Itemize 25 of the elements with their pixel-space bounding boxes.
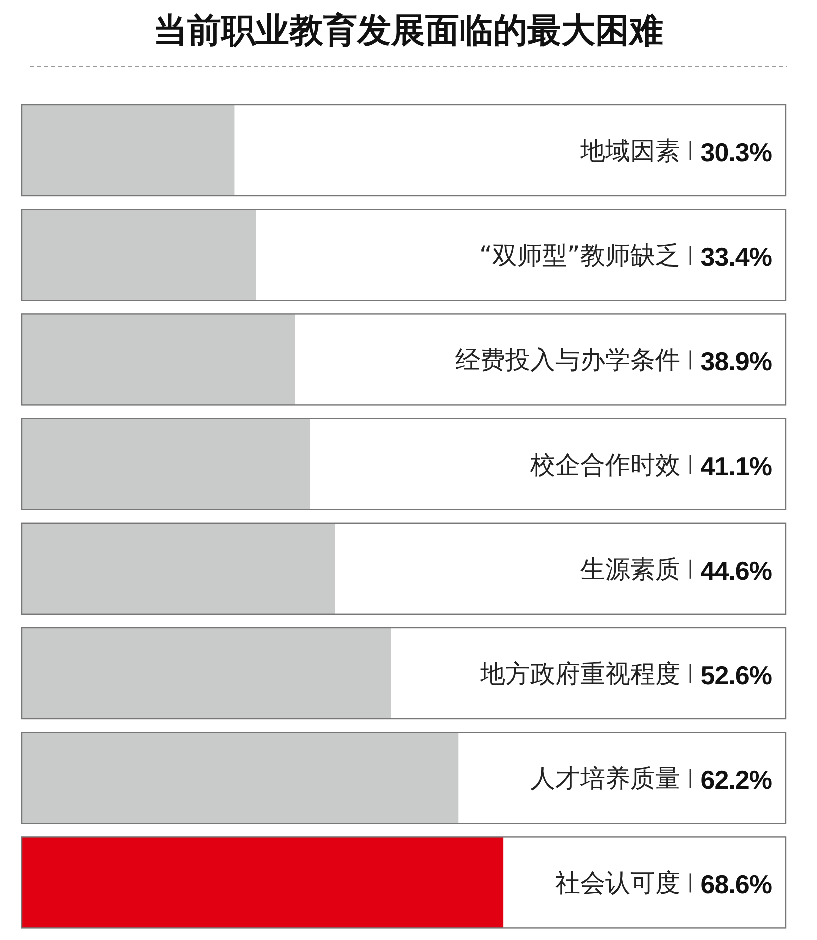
y-tick-label: 社会认可度 (555, 868, 680, 898)
y-tick-label: “双师型”教师缺乏 (479, 241, 680, 270)
data-label: 33.4% (700, 242, 772, 272)
data-label: 68.6% (700, 870, 772, 900)
bar (22, 314, 296, 406)
data-label: 52.6% (700, 660, 772, 690)
data-label: 38.9% (700, 346, 772, 377)
data-label: 41.1% (700, 451, 772, 482)
y-tick-label: 经费投入与办学条件 (455, 346, 680, 375)
bar (22, 628, 392, 719)
bar (22, 418, 311, 510)
y-tick-label: 生源素质 (580, 554, 680, 584)
bar (22, 837, 504, 928)
bar (22, 210, 256, 301)
data-label: 30.3% (700, 138, 772, 168)
bar (22, 105, 235, 196)
y-tick-label: 人才培养质量 (530, 764, 680, 794)
y-tick-label: 校企合作时效 (529, 450, 680, 480)
data-label: 44.6% (700, 556, 772, 586)
bar (22, 523, 336, 614)
bar (22, 732, 459, 824)
chart-title: 当前职业教育发展面临的最大困难 (154, 11, 664, 51)
y-tick-label: 地域因素 (579, 136, 680, 166)
y-tick-label: 地方政府重视程度 (479, 660, 680, 688)
data-label: 62.2% (700, 765, 772, 796)
